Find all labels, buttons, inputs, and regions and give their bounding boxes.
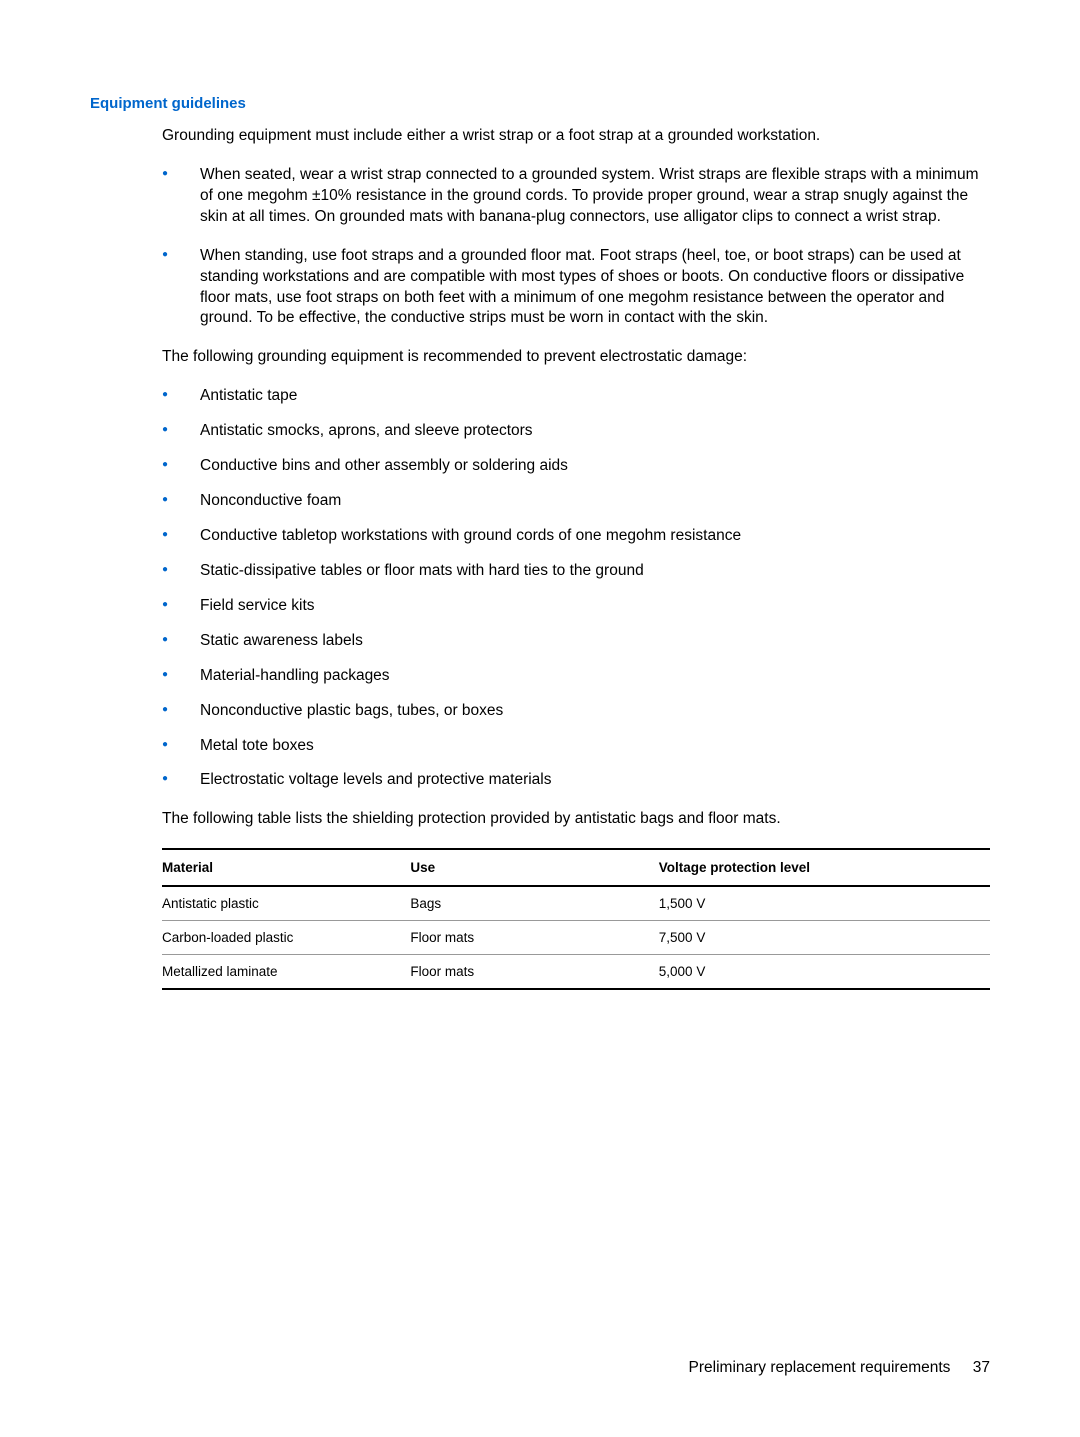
col-header-voltage: Voltage protection level [659,849,990,886]
list-item: Nonconductive foam [162,491,990,512]
list-item: Electrostatic voltage levels and protect… [162,770,990,791]
shielding-table: Material Use Voltage protection level An… [162,848,990,990]
cell-voltage: 7,500 V [659,921,990,955]
cell-material: Metallized laminate [162,955,410,990]
shielding-table-wrap: Material Use Voltage protection level An… [162,848,990,990]
list-item: When seated, wear a wrist strap connecte… [162,165,990,228]
table-header-row: Material Use Voltage protection level [162,849,990,886]
cell-material: Antistatic plastic [162,886,410,921]
list-item: Static awareness labels [162,631,990,652]
footer-page-number: 37 [973,1359,990,1376]
cell-voltage: 1,500 V [659,886,990,921]
col-header-use: Use [410,849,658,886]
document-page: Equipment guidelines Grounding equipment… [0,0,1080,990]
cell-use: Floor mats [410,921,658,955]
table-row: Metallized laminate Floor mats 5,000 V [162,955,990,990]
recommend-intro: The following grounding equipment is rec… [162,347,990,368]
cell-use: Floor mats [410,955,658,990]
list-item: When standing, use foot straps and a gro… [162,246,990,330]
list-item: Antistatic smocks, aprons, and sleeve pr… [162,421,990,442]
list-item: Material-handling packages [162,666,990,687]
list-item: Nonconductive plastic bags, tubes, or bo… [162,701,990,722]
list-item: Field service kits [162,596,990,617]
table-row: Antistatic plastic Bags 1,500 V [162,886,990,921]
cell-material: Carbon-loaded plastic [162,921,410,955]
intro-paragraph: Grounding equipment must include either … [162,126,990,147]
list-item: Metal tote boxes [162,736,990,757]
list-item: Conductive bins and other assembly or so… [162,456,990,477]
section-heading: Equipment guidelines [90,95,990,112]
col-header-material: Material [162,849,410,886]
equipment-bullet-list: Antistatic tape Antistatic smocks, apron… [162,386,990,791]
list-item: Conductive tabletop workstations with gr… [162,526,990,547]
cell-use: Bags [410,886,658,921]
list-item: Static-dissipative tables or floor mats … [162,561,990,582]
table-row: Carbon-loaded plastic Floor mats 7,500 V [162,921,990,955]
list-item: Antistatic tape [162,386,990,407]
page-footer: Preliminary replacement requirements 37 [689,1359,990,1377]
footer-section-title: Preliminary replacement requirements [689,1359,951,1376]
table-intro: The following table lists the shielding … [162,809,990,830]
cell-voltage: 5,000 V [659,955,990,990]
primary-bullet-list: When seated, wear a wrist strap connecte… [162,165,990,329]
